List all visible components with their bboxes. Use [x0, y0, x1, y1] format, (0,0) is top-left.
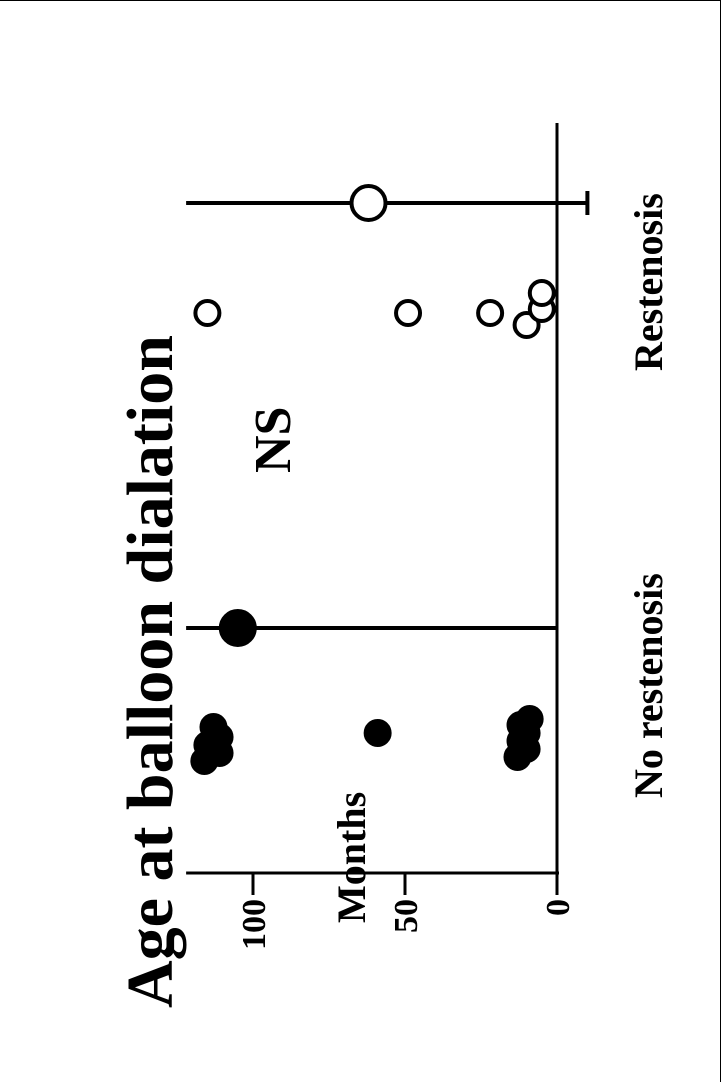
axes: 0 50 100	[186, 123, 577, 950]
chart-title: Age at balloon dialation	[114, 335, 187, 1008]
data-point-no-restenosis-4	[205, 723, 234, 751]
data-point-restenosis-0	[193, 299, 222, 327]
x-category-label-no-restenosis: No restenosis	[626, 573, 671, 798]
data-point-restenosis-1	[394, 299, 423, 327]
data-point-restenosis-2	[476, 299, 505, 327]
mean-marker-no-restenosis	[218, 609, 257, 647]
y-axis-label: Months	[329, 792, 374, 923]
y-tick-label-100: 100	[236, 899, 273, 950]
data-point-no-restenosis-5	[363, 719, 392, 747]
y-tick-label-0: 0	[540, 899, 577, 916]
labels: Age at balloon dialation Months NS No re…	[114, 193, 671, 1008]
data-point-no-restenosis-11	[515, 705, 544, 733]
mean-marker-restenosis	[349, 184, 388, 222]
data-point-restenosis-5	[527, 279, 556, 307]
significance-annotation: NS	[245, 407, 302, 473]
y-tick-label-50: 50	[388, 899, 425, 933]
x-category-label-restenosis: Restenosis	[626, 193, 671, 371]
data-marks	[186, 184, 590, 775]
